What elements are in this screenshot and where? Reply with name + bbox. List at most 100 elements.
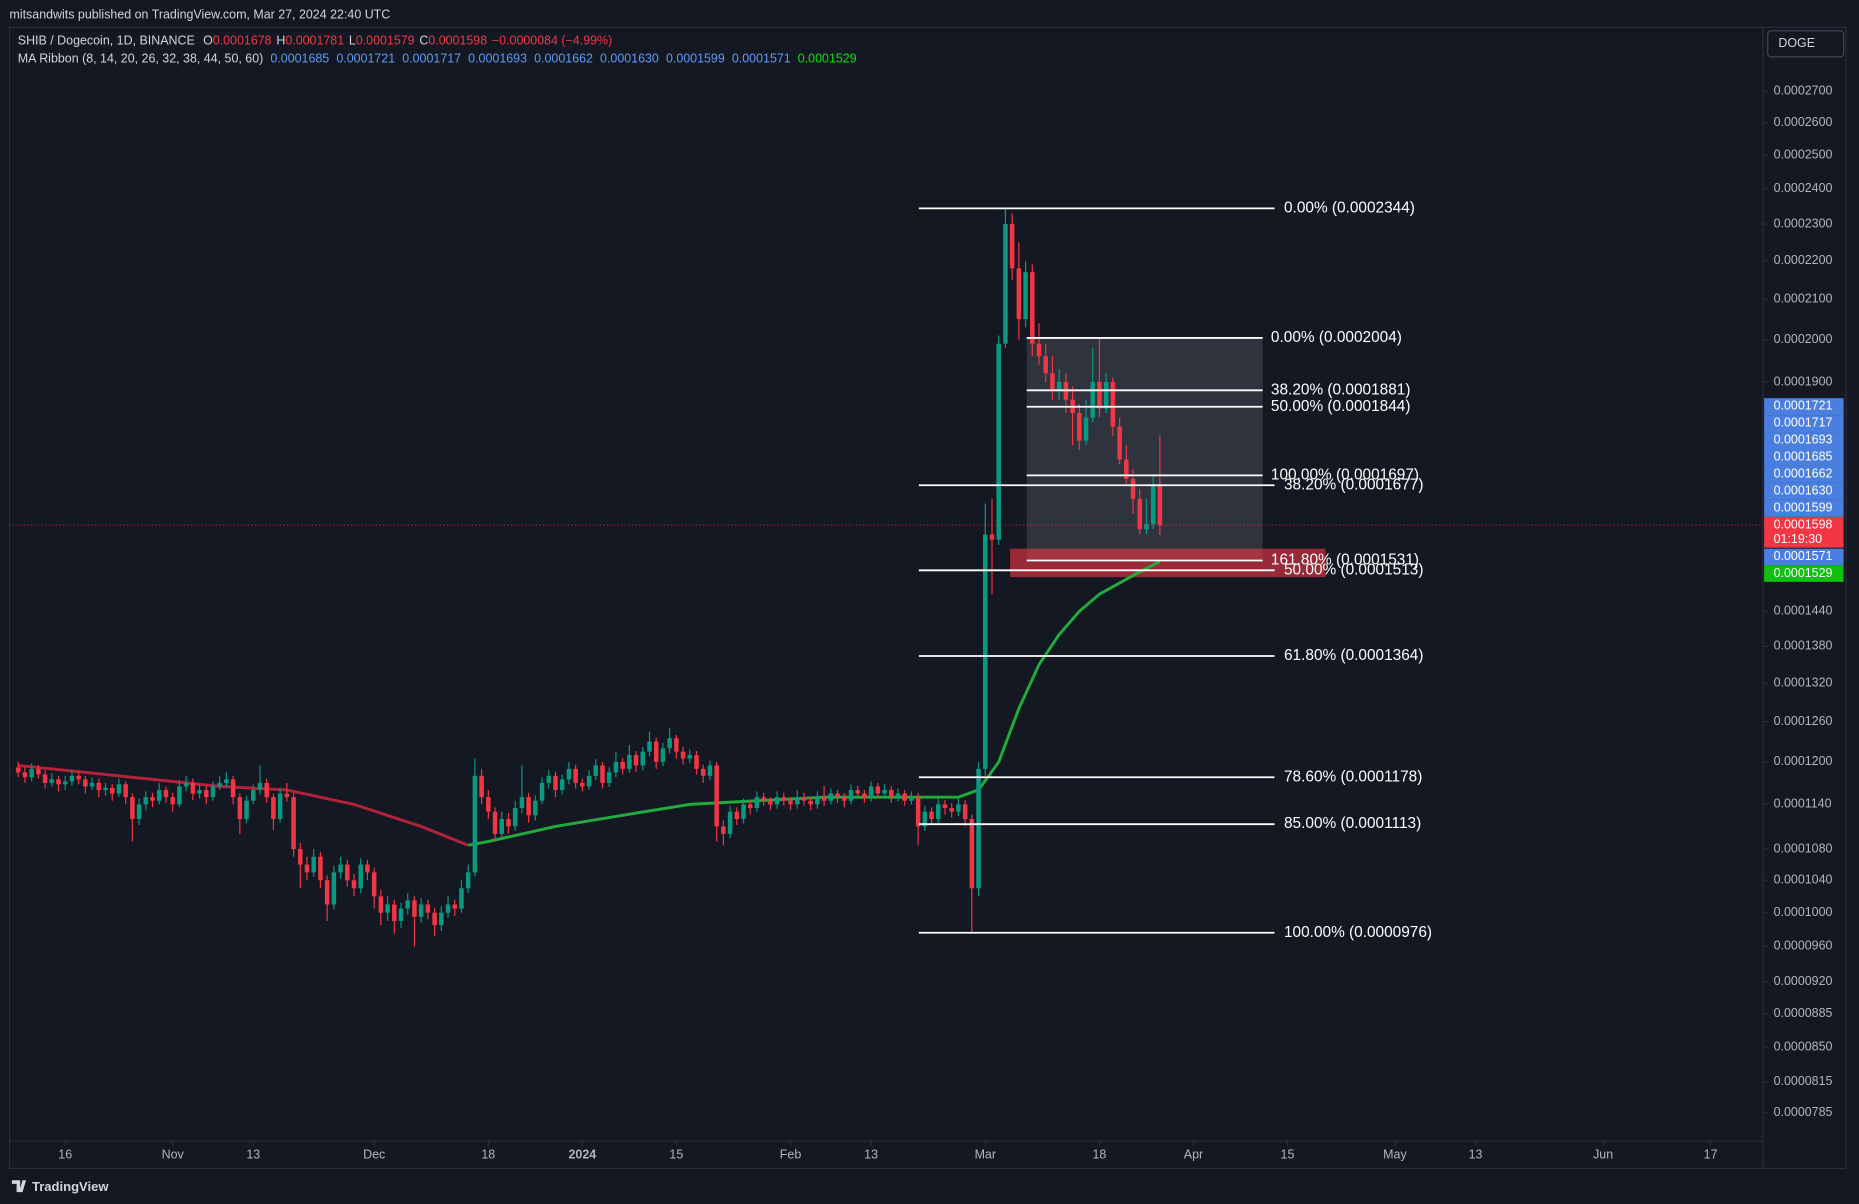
y-tick-label: 0.0000960	[1774, 939, 1833, 953]
candle-body	[1137, 498, 1142, 530]
ribbon-value: 0.0001662	[534, 52, 593, 66]
candle-body	[1003, 224, 1008, 344]
candle-body	[989, 534, 995, 540]
candle-body	[768, 800, 773, 805]
ma-box	[1764, 499, 1844, 517]
candle-body	[177, 786, 182, 805]
candle-body	[1103, 381, 1109, 409]
candle-body	[915, 797, 921, 827]
y-tick-label: 0.0001080	[1774, 841, 1833, 855]
candle-body	[365, 864, 370, 873]
candle-body	[418, 904, 424, 917]
symbol-box-label[interactable]: DOGE	[1778, 36, 1815, 50]
candle-body	[815, 797, 820, 805]
candle-body	[976, 768, 981, 889]
candle-body	[842, 797, 847, 801]
candle-body	[29, 768, 34, 778]
candle-body	[902, 793, 907, 801]
ohlc-key: L	[349, 34, 356, 48]
candle-body	[378, 896, 384, 913]
candle-body	[230, 779, 236, 798]
candle-body	[452, 904, 457, 909]
candle-body	[889, 789, 894, 798]
symbol: SHIB / Dogecoin, 1D, BINANCE	[18, 34, 195, 48]
candle-body	[546, 775, 552, 783]
x-tick-label: 18	[481, 1148, 495, 1162]
ohlc-value: 0.0001579	[356, 34, 415, 48]
candle-body	[1023, 272, 1028, 320]
y-tick-label: 0.0002300	[1774, 216, 1833, 230]
candle-body	[633, 755, 639, 766]
ma-box-label: 0.0001693	[1774, 433, 1833, 447]
candle-body	[432, 912, 437, 926]
candle-body	[727, 811, 733, 834]
ma-box-label: 0.0001571	[1774, 549, 1833, 563]
candle-body	[89, 782, 95, 787]
candle-body	[69, 775, 75, 782]
candle-body	[1097, 381, 1102, 409]
symbol-box[interactable]	[1767, 30, 1845, 58]
ma-box-label: 0.0001721	[1774, 399, 1833, 413]
candle-body	[1090, 381, 1095, 418]
candle-body	[351, 880, 357, 889]
fib-label: 50.00% (0.0001513)	[1284, 561, 1424, 578]
ma-box	[1764, 415, 1844, 433]
candle-body	[96, 782, 102, 790]
candle-body	[163, 789, 169, 798]
fib-label: 100.00% (0.0000976)	[1284, 924, 1432, 941]
candle-body	[573, 768, 578, 783]
candle-body	[1030, 272, 1035, 344]
candle-body	[667, 738, 672, 749]
candle-body	[291, 797, 296, 850]
fib-label: 78.60% (0.0001178)	[1284, 768, 1422, 785]
ma-box	[1764, 432, 1844, 450]
candle-body	[1150, 484, 1156, 525]
candle-body	[136, 804, 142, 819]
candle-body	[741, 804, 746, 819]
candle-body	[1043, 356, 1048, 374]
candle-body	[143, 797, 149, 805]
candle-body	[653, 741, 659, 762]
y-tick-label: 0.0002600	[1774, 115, 1833, 129]
candle-body	[627, 755, 632, 769]
ribbon-value: 0.0001717	[402, 52, 461, 66]
candle-body	[855, 789, 860, 794]
candle-body	[445, 904, 451, 913]
ma-box-label: 0.0001529	[1774, 566, 1833, 580]
candle-body	[210, 786, 216, 798]
candle-body	[465, 872, 471, 889]
price-box-label: 0.0001598	[1774, 517, 1833, 531]
y-tick-label: 0.0002200	[1774, 253, 1833, 267]
candle-body	[962, 804, 968, 819]
countdown: 01:19:30	[1774, 532, 1823, 546]
candle-body	[714, 765, 719, 827]
ribbon-value: 0.0001630	[600, 52, 659, 66]
candle-body	[553, 775, 558, 790]
y-tick-label: 0.0002000	[1774, 332, 1833, 346]
x-tick-label: Nov	[162, 1148, 185, 1162]
ma-box	[1764, 398, 1844, 416]
candle-body	[922, 811, 928, 827]
candle-body	[1016, 268, 1022, 320]
candle-body	[747, 804, 753, 808]
candle-body	[875, 786, 881, 794]
candle-body	[1056, 381, 1062, 391]
candle-body	[486, 797, 491, 812]
target-zone	[1010, 548, 1326, 578]
y-tick-label: 0.0001380	[1774, 639, 1833, 653]
ma-box	[1764, 482, 1844, 500]
candle-body	[949, 807, 954, 812]
y-tick-label: 0.0000785	[1774, 1105, 1833, 1119]
candle-body	[257, 782, 263, 790]
y-tick-label: 0.0001260	[1774, 714, 1833, 728]
price-box	[1764, 516, 1844, 548]
candle-body	[539, 782, 545, 801]
candle-body	[1117, 426, 1122, 460]
ribbon-value: 0.0001529	[798, 52, 857, 66]
candle-body	[1009, 224, 1015, 269]
candle-body	[580, 782, 585, 787]
x-tick-label: May	[1383, 1148, 1407, 1162]
candle-body	[405, 900, 410, 909]
candle-body	[425, 904, 431, 913]
ribbon-value: 0.0001571	[732, 52, 791, 66]
